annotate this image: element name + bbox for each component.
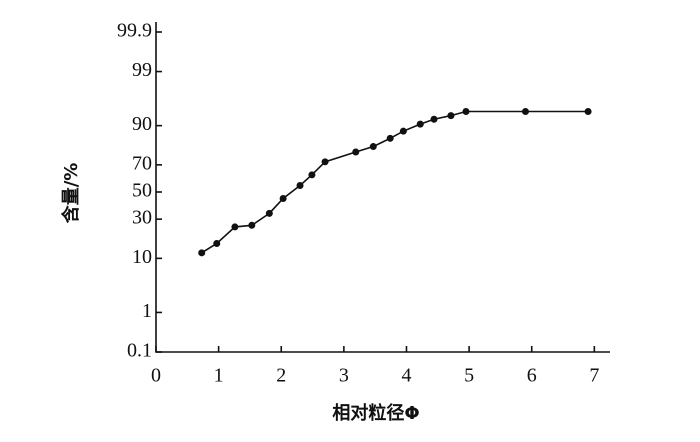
- data-point: [430, 115, 438, 123]
- data-point: [462, 107, 470, 115]
- y-tick-label: 99.9: [117, 20, 152, 42]
- data-point: [447, 112, 455, 120]
- y-axis-label: 含量/%: [60, 163, 82, 224]
- data-point: [279, 195, 287, 203]
- x-tick-label: 3: [339, 365, 349, 387]
- y-tick-label: 90: [132, 113, 152, 135]
- data-point: [296, 181, 304, 189]
- data-point: [416, 120, 424, 128]
- x-axis-label: 相对粒径Φ: [332, 402, 419, 424]
- x-tick-label: 4: [401, 365, 411, 387]
- data-line: [201, 110, 589, 254]
- data-point: [399, 127, 407, 135]
- data-point: [248, 221, 256, 229]
- axes: [155, 22, 610, 353]
- x-tick-label: 7: [589, 365, 599, 387]
- data-point: [386, 134, 394, 142]
- y-tick-label: 10: [132, 246, 152, 268]
- data-point: [584, 107, 592, 115]
- x-tick-label: 2: [276, 365, 286, 387]
- x-tick-label: 1: [214, 365, 224, 387]
- y-tick-label: 99: [132, 59, 152, 81]
- data-point: [521, 107, 529, 115]
- data-point: [352, 148, 360, 156]
- data-point: [369, 143, 377, 151]
- y-tick-label: 30: [132, 207, 152, 229]
- y-tick-label: 1: [142, 300, 152, 322]
- y-tick-label: 0.1: [127, 340, 152, 362]
- data-point: [198, 249, 206, 257]
- x-tick-label: 5: [464, 365, 474, 387]
- x-tick-label: 6: [527, 365, 537, 387]
- data-point: [213, 239, 221, 247]
- data-point: [231, 223, 239, 231]
- y-tick-label: 50: [132, 180, 152, 202]
- x-tick-label: 0: [151, 365, 161, 387]
- data-point: [265, 209, 273, 217]
- data-point: [321, 158, 329, 166]
- y-tick-label: 70: [132, 152, 152, 174]
- data-point: [308, 171, 316, 179]
